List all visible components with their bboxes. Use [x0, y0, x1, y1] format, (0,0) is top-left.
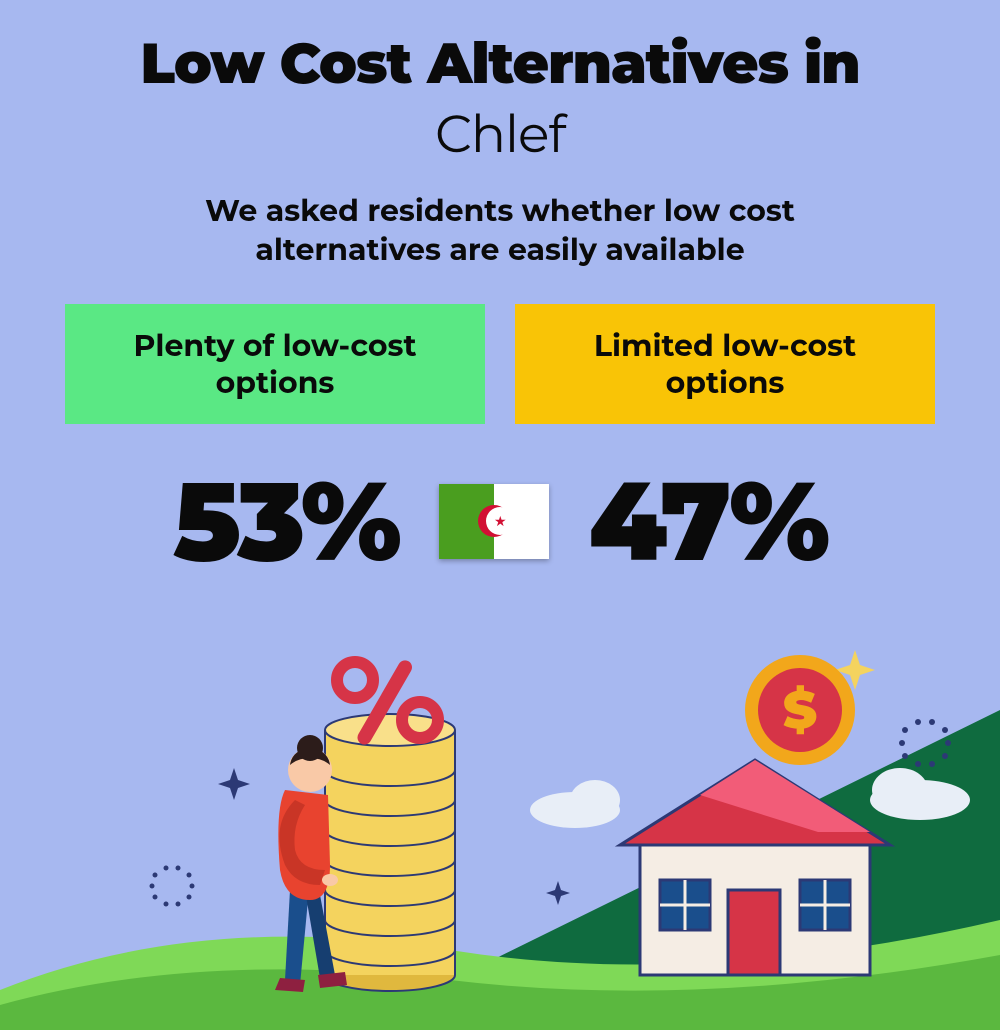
- stats-row: 53% ★ 47%: [0, 454, 1000, 588]
- stat-right-percent: 47%: [589, 454, 827, 588]
- dollar-coin-icon: $: [745, 655, 855, 765]
- title-location: Chlef: [0, 103, 1000, 166]
- sparkle-icon: [546, 881, 570, 905]
- cards-row: Plenty of low-cost options Limited low-c…: [0, 304, 1000, 424]
- sparkle-icon: [218, 768, 250, 800]
- illustration-scene: $: [0, 610, 1000, 1030]
- subtitle: We asked residents whether low cost alte…: [0, 191, 1000, 269]
- card-limited-options: Limited low-cost options: [515, 304, 935, 424]
- subtitle-line2: alternatives are easily available: [0, 230, 1000, 269]
- flag-star-icon: ★: [494, 512, 507, 530]
- algeria-flag-icon: ★: [439, 484, 549, 559]
- svg-text:$: $: [783, 679, 817, 742]
- title-line1: Low Cost Alternatives in: [0, 30, 1000, 98]
- card-plenty-options: Plenty of low-cost options: [65, 304, 485, 424]
- dotted-circle-icon: [150, 866, 195, 907]
- stat-left-percent: 53%: [173, 454, 399, 588]
- subtitle-line1: We asked residents whether low cost: [0, 191, 1000, 230]
- cloud-left: [530, 780, 620, 828]
- coin-stack-icon: [325, 714, 455, 991]
